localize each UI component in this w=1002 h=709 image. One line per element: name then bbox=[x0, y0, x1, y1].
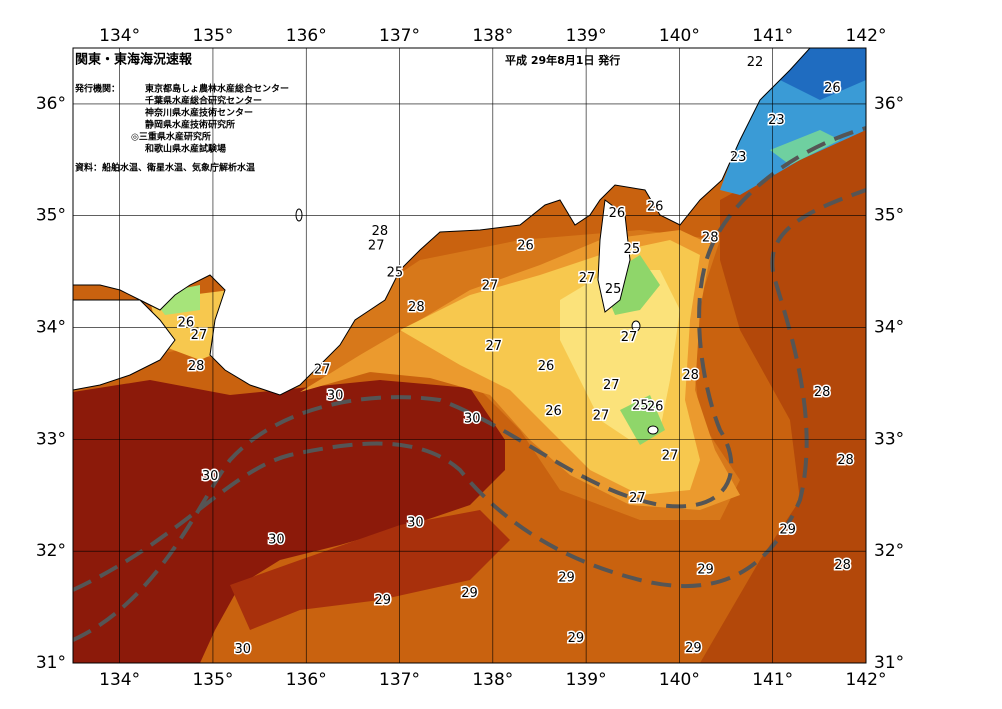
contour-label: 26 bbox=[647, 399, 664, 414]
contour-label: 27 bbox=[485, 339, 502, 354]
contour-label: 28 bbox=[702, 231, 719, 246]
lon-tick-label: 134° bbox=[99, 670, 140, 690]
sea-temperature-field bbox=[73, 48, 866, 663]
lon-tick-label: 139° bbox=[566, 670, 607, 690]
contour-label: 29 bbox=[697, 563, 714, 578]
lon-tick-label: 135° bbox=[192, 26, 233, 46]
lon-tick-label: 140° bbox=[659, 26, 700, 46]
lon-tick-label: 134° bbox=[99, 26, 140, 46]
contour-label: 29 bbox=[568, 631, 585, 646]
contour-label: 23 bbox=[730, 150, 747, 165]
contour-label: 28 bbox=[372, 224, 389, 239]
contour-label: 26 bbox=[538, 359, 555, 374]
contour-label: 26 bbox=[545, 404, 562, 419]
contour-label: 30 bbox=[268, 533, 285, 548]
contour-label: 28 bbox=[682, 368, 699, 383]
lat-tick-label: 33° bbox=[36, 429, 66, 449]
lat-tick-label: 31° bbox=[874, 653, 904, 673]
issuer: 神奈川県水産技術センター bbox=[145, 107, 253, 119]
contour-label: 27 bbox=[603, 378, 620, 393]
lon-tick-label: 140° bbox=[659, 670, 700, 690]
lat-tick-label: 34° bbox=[874, 318, 904, 338]
contour-label: 27 bbox=[579, 271, 596, 286]
contour-label: 25 bbox=[624, 242, 641, 257]
contour-label: 26 bbox=[178, 316, 195, 331]
contour-label: 28 bbox=[188, 359, 205, 374]
issuer: 東京都島しょ農林水産総合センター bbox=[145, 83, 289, 95]
contour-label: 28 bbox=[837, 453, 854, 468]
lat-tick-label: 34° bbox=[36, 318, 66, 338]
contour-label: 30 bbox=[327, 388, 344, 403]
contour-label: 27 bbox=[368, 238, 385, 253]
lon-tick-label: 141° bbox=[752, 670, 793, 690]
data-source: 資料：船舶水温、衛星水温、気象庁解析水温 bbox=[75, 162, 255, 174]
contour-label: 27 bbox=[593, 408, 610, 423]
contour-label: 27 bbox=[482, 279, 499, 294]
lon-tick-label: 136° bbox=[286, 670, 327, 690]
lon-tick-label: 139° bbox=[566, 26, 607, 46]
contour-label: 27 bbox=[191, 328, 208, 343]
lat-tick-label: 36° bbox=[874, 94, 904, 114]
contour-label: 29 bbox=[685, 641, 702, 656]
contour-label: 29 bbox=[558, 571, 575, 586]
lon-tick-label: 141° bbox=[752, 26, 793, 46]
contour-label: 25 bbox=[605, 282, 622, 297]
lon-tick-label: 142° bbox=[846, 670, 887, 690]
lat-tick-label: 32° bbox=[36, 541, 66, 561]
contour-label: 30 bbox=[464, 412, 481, 427]
contour-label: 29 bbox=[779, 522, 796, 537]
issuer: ◎三重県水産研究所 bbox=[131, 131, 211, 143]
contour-label: 27 bbox=[621, 330, 638, 345]
lat-tick-label: 33° bbox=[874, 429, 904, 449]
lon-tick-label: 137° bbox=[379, 670, 420, 690]
lat-tick-label: 36° bbox=[36, 94, 66, 114]
lat-tick-label: 32° bbox=[874, 541, 904, 561]
map-frame bbox=[72, 47, 867, 664]
issuer-label: 発行機関： bbox=[74, 83, 120, 95]
contour-label: 29 bbox=[461, 586, 478, 601]
contour-label: 30 bbox=[407, 516, 424, 531]
lon-tick-label: 138° bbox=[472, 26, 513, 46]
lon-tick-label: 137° bbox=[379, 26, 420, 46]
issuer: 千葉県水産総合研究センター bbox=[145, 95, 262, 107]
lon-tick-label: 138° bbox=[472, 670, 513, 690]
contour-label: 23 bbox=[768, 113, 785, 128]
lon-tick-label: 136° bbox=[286, 26, 327, 46]
issuer: 和歌山県水産試験場 bbox=[144, 143, 226, 155]
issue-date: 平成 29年8月1日 発行 bbox=[505, 53, 620, 67]
contour-label: 25 bbox=[632, 398, 649, 413]
contour-label: 26 bbox=[647, 199, 664, 214]
title: 関東・東海海況速報 bbox=[75, 52, 193, 68]
contour-label: 26 bbox=[609, 206, 626, 221]
contour-label: 27 bbox=[629, 491, 646, 506]
contour-label: 30 bbox=[202, 469, 219, 484]
lon-tick-label: 135° bbox=[192, 670, 233, 690]
lat-tick-label: 35° bbox=[874, 206, 904, 226]
contour-label: 30 bbox=[235, 642, 252, 657]
contour-label: 22 bbox=[747, 55, 764, 70]
contour-label: 25 bbox=[387, 265, 404, 280]
contour-label: 26 bbox=[824, 81, 841, 96]
lat-tick-label: 31° bbox=[36, 653, 66, 673]
contour-label: 28 bbox=[408, 300, 425, 315]
issuer: 静岡県水産技術研究所 bbox=[145, 119, 235, 131]
contour-label: 29 bbox=[374, 593, 391, 608]
contour-label: 27 bbox=[314, 363, 331, 378]
lat-tick-label: 35° bbox=[36, 206, 66, 226]
lon-tick-label: 142° bbox=[846, 26, 887, 46]
contour-label: 28 bbox=[834, 558, 851, 573]
contour-label: 27 bbox=[662, 449, 679, 464]
contour-label: 28 bbox=[814, 385, 831, 400]
contour-label: 26 bbox=[517, 238, 534, 253]
